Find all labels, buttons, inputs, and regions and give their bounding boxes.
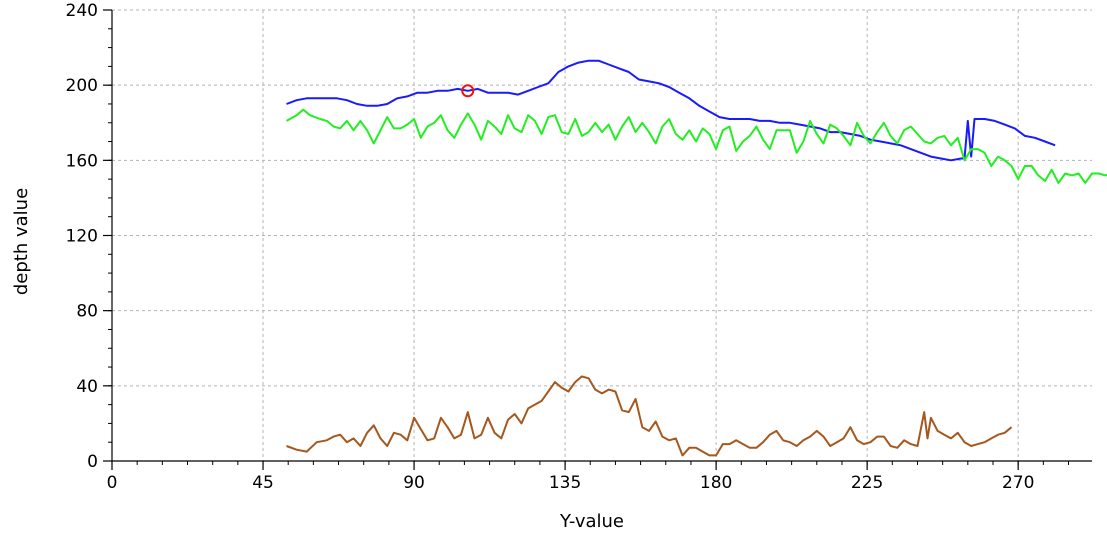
x-tick-label: 90 bbox=[403, 473, 425, 493]
x-tick-label: 180 bbox=[700, 473, 732, 493]
green-series-line bbox=[286, 108, 1107, 184]
y-tick-label: 40 bbox=[76, 377, 98, 397]
ticks: 0 45 90 135 180 225 270 0 40 80 120 160 200 240 bbox=[66, 1, 1070, 493]
highlight-marker bbox=[461, 84, 475, 98]
x-tick-label: 270 bbox=[1002, 473, 1034, 493]
x-axis-title: Y-value bbox=[559, 511, 624, 532]
x-tick-label: 45 bbox=[252, 473, 274, 493]
y-tick-label: 120 bbox=[66, 227, 98, 247]
plot-area bbox=[286, 59, 1107, 457]
blue-series-line bbox=[286, 59, 1056, 162]
grid bbox=[112, 9, 1092, 461]
x-tick-label: 0 bbox=[107, 473, 118, 493]
y-axis-title: depth value bbox=[11, 188, 32, 295]
y-tick-label: 80 bbox=[76, 302, 98, 322]
x-tick-label: 225 bbox=[851, 473, 883, 493]
y-tick-label: 240 bbox=[66, 1, 98, 21]
y-tick-label: 160 bbox=[66, 151, 98, 171]
brown-series-line bbox=[286, 375, 1013, 457]
y-tick-label: 200 bbox=[66, 76, 98, 96]
x-tick-label: 135 bbox=[549, 473, 581, 493]
y-tick-label: 0 bbox=[87, 452, 98, 472]
